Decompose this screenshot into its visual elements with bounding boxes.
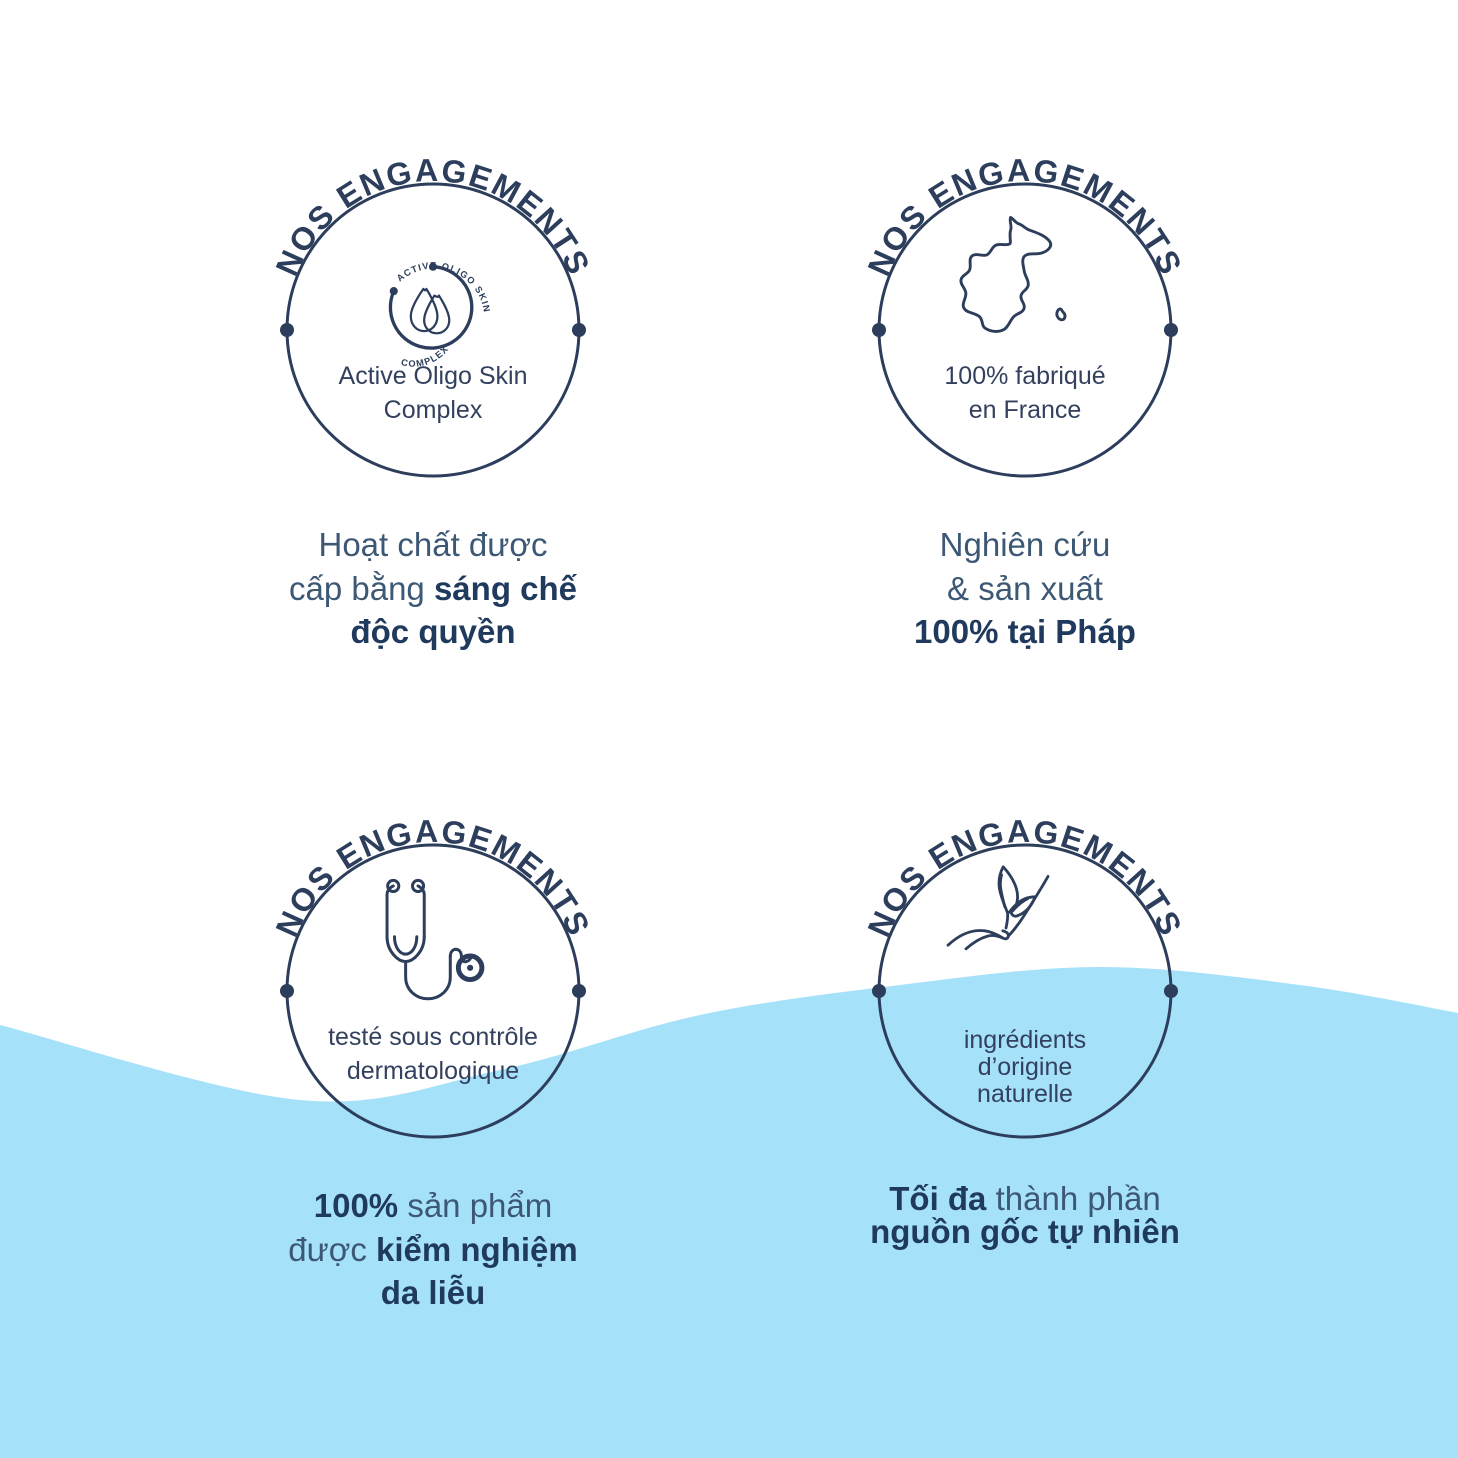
svg-text:100% tại Pháp: 100% tại Pháp	[914, 613, 1136, 650]
svg-text:en France: en France	[969, 396, 1082, 424]
svg-text:dermatologique: dermatologique	[347, 1057, 519, 1085]
svg-text:Active Oligo Skin: Active Oligo Skin	[339, 362, 528, 390]
svg-text:NOS ENGAGEMENTS: NOS ENGAGEMENTS	[269, 813, 598, 942]
svg-text:ingrédients: ingrédients	[964, 1026, 1086, 1054]
svg-text:100% fabriqué: 100% fabriqué	[944, 362, 1105, 390]
svg-text:Hoạt chất được: Hoạt chất được	[318, 526, 547, 563]
svg-text:NOS ENGAGEMENTS: NOS ENGAGEMENTS	[861, 152, 1190, 281]
svg-text:NOS ENGAGEMENTS: NOS ENGAGEMENTS	[861, 813, 1190, 942]
svg-text:100% sản phẩm: 100% sản phẩm	[314, 1187, 553, 1224]
svg-text:độc quyền: độc quyền	[350, 613, 515, 650]
svg-text:naturelle: naturelle	[977, 1080, 1073, 1108]
svg-text:da liễu: da liễu	[381, 1274, 486, 1311]
svg-text:Complex: Complex	[384, 396, 483, 424]
svg-text:testé sous contrôle: testé sous contrôle	[328, 1023, 538, 1051]
svg-text:Nghiên cứu: Nghiên cứu	[940, 526, 1111, 563]
svg-text:cấp bằng sáng chế: cấp bằng sáng chế	[289, 570, 578, 607]
svg-text:nguồn gốc tự nhiên: nguồn gốc tự nhiên	[870, 1213, 1180, 1250]
svg-text:& sản xuất: & sản xuất	[947, 570, 1103, 607]
svg-text:Tối đa thành phần: Tối đa thành phần	[889, 1180, 1161, 1217]
svg-text:d’origine: d’origine	[978, 1053, 1073, 1081]
svg-text:được kiểm nghiệm: được kiểm nghiệm	[288, 1231, 578, 1268]
